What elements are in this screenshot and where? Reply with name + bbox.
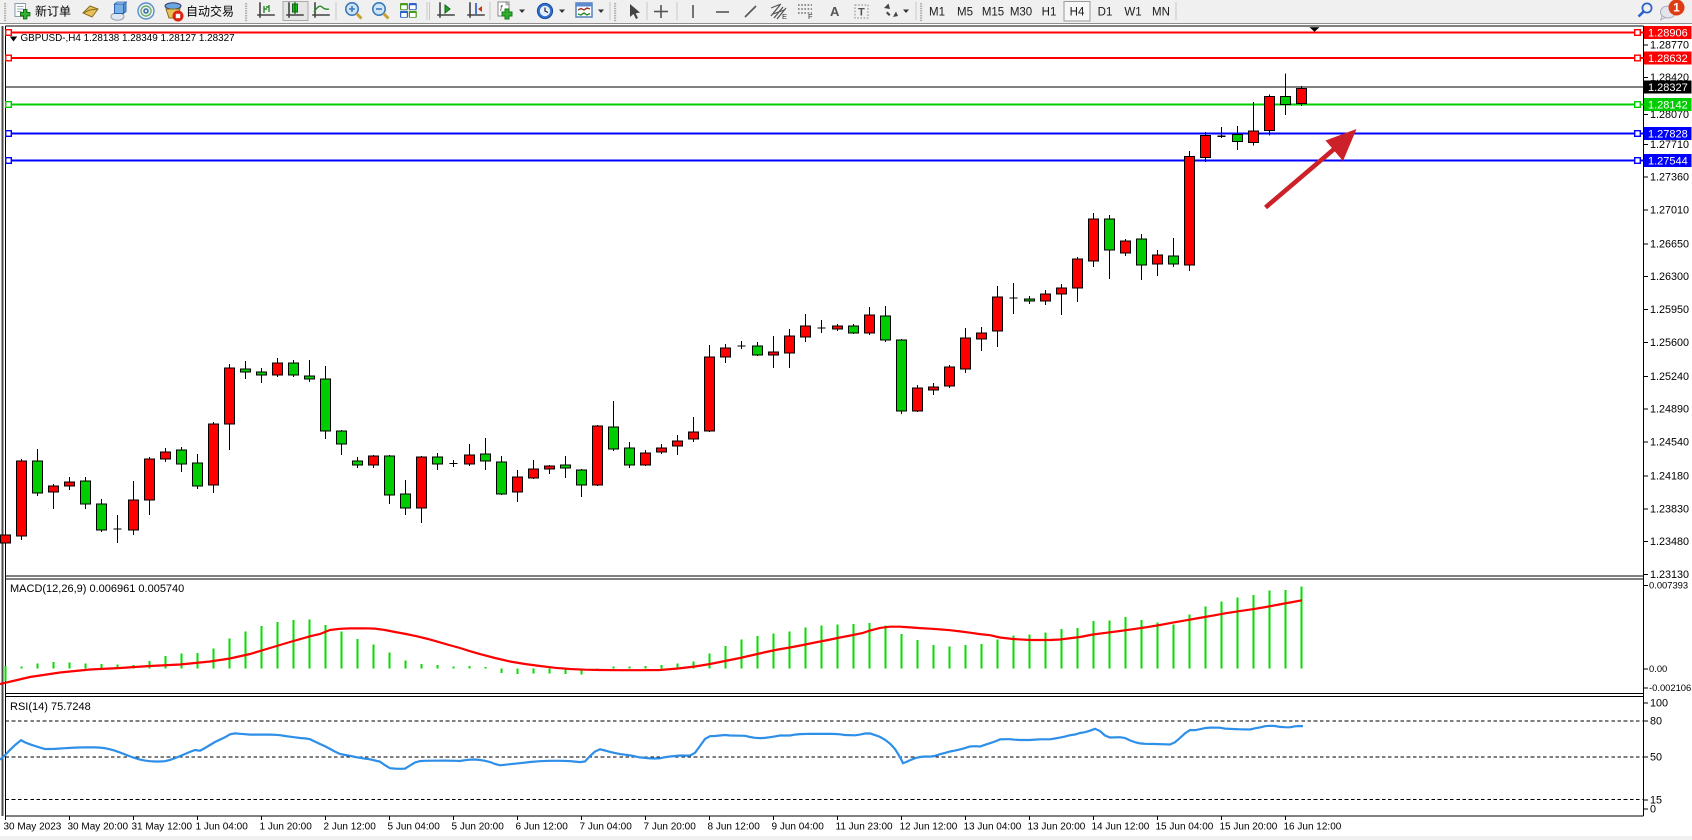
svg-text:15: 15 (1650, 795, 1662, 807)
svg-text:100: 100 (1650, 698, 1668, 710)
svg-text:W1: W1 (1124, 7, 1141, 19)
svg-text:31 May 12:00: 31 May 12:00 (132, 822, 193, 833)
svg-text:1: 1 (1673, 1, 1680, 15)
svg-text:D1: D1 (1098, 7, 1113, 19)
svg-text:13 Jun 20:00: 13 Jun 20:00 (1028, 822, 1086, 833)
svg-text:1.27828: 1.27828 (1648, 128, 1688, 140)
svg-text:自动交易: 自动交易 (186, 4, 234, 19)
svg-text:RSI(14) 75.7248: RSI(14) 75.7248 (10, 701, 91, 713)
svg-text:1.28142: 1.28142 (1648, 99, 1688, 111)
svg-text:H1: H1 (1042, 7, 1057, 19)
svg-text:1.25600: 1.25600 (1650, 337, 1689, 349)
svg-text:13 Jun 04:00: 13 Jun 04:00 (964, 822, 1022, 833)
svg-text:f: f (500, 4, 503, 13)
svg-text:9 Jun 04:00: 9 Jun 04:00 (772, 822, 825, 833)
svg-text:1.27710: 1.27710 (1650, 139, 1689, 151)
svg-text:7 Jun 20:00: 7 Jun 20:00 (644, 822, 697, 833)
svg-text:0.00: 0.00 (1649, 663, 1667, 674)
svg-text:80: 80 (1650, 716, 1662, 728)
svg-text:0: 0 (1650, 804, 1656, 816)
svg-text:15 Jun 20:00: 15 Jun 20:00 (1220, 822, 1278, 833)
svg-text:1.24890: 1.24890 (1650, 404, 1689, 416)
svg-text:6 Jun 12:00: 6 Jun 12:00 (516, 822, 569, 833)
svg-text:1.28770: 1.28770 (1650, 39, 1689, 51)
svg-text:M5: M5 (957, 7, 973, 19)
svg-text:15 Jun 04:00: 15 Jun 04:00 (1156, 822, 1214, 833)
svg-text:1.28070: 1.28070 (1650, 109, 1689, 121)
svg-text:新订单: 新订单 (35, 4, 71, 19)
svg-text:0.007393: 0.007393 (1649, 580, 1688, 591)
svg-text:MACD(12,26,9) 0.006961 0.00574: MACD(12,26,9) 0.006961 0.005740 (10, 583, 184, 595)
svg-text:8 Jun 12:00: 8 Jun 12:00 (708, 822, 761, 833)
svg-text:1.28327: 1.28327 (1648, 82, 1688, 94)
svg-text:1.23480: 1.23480 (1650, 536, 1689, 548)
svg-text:M15: M15 (982, 7, 1004, 19)
svg-text:1.26650: 1.26650 (1650, 238, 1689, 250)
svg-text:7 Jun 04:00: 7 Jun 04:00 (580, 822, 633, 833)
svg-text:1.28632: 1.28632 (1648, 53, 1688, 65)
svg-text:30 May 20:00: 30 May 20:00 (68, 822, 129, 833)
svg-text:-0.002106: -0.002106 (1649, 682, 1691, 693)
svg-text:50: 50 (1650, 752, 1662, 764)
svg-text:1 Jun 20:00: 1 Jun 20:00 (260, 822, 313, 833)
svg-text:5 Jun 20:00: 5 Jun 20:00 (452, 822, 505, 833)
svg-text:A: A (830, 4, 840, 19)
svg-text:1.28906: 1.28906 (1648, 27, 1688, 39)
svg-text:1.26300: 1.26300 (1650, 271, 1689, 283)
svg-text:5 Jun 04:00: 5 Jun 04:00 (388, 822, 441, 833)
svg-text:30 May 2023: 30 May 2023 (4, 822, 62, 833)
svg-text:E: E (782, 12, 787, 21)
svg-text:1.23830: 1.23830 (1650, 503, 1689, 515)
svg-text:2 Jun 12:00: 2 Jun 12:00 (324, 822, 377, 833)
svg-text:1.24540: 1.24540 (1650, 437, 1689, 449)
svg-text:16 Jun 12:00: 16 Jun 12:00 (1284, 822, 1342, 833)
svg-text:H4: H4 (1070, 7, 1085, 19)
svg-text:1.23130: 1.23130 (1650, 569, 1689, 581)
svg-text:MN: MN (1152, 7, 1170, 19)
svg-text:1.25950: 1.25950 (1650, 304, 1689, 316)
svg-text:M1: M1 (929, 7, 945, 19)
svg-text:1 Jun 04:00: 1 Jun 04:00 (196, 822, 249, 833)
svg-text:1.27544: 1.27544 (1648, 155, 1688, 167)
svg-text:12 Jun 12:00: 12 Jun 12:00 (900, 822, 958, 833)
svg-text:1.27010: 1.27010 (1650, 205, 1689, 217)
svg-text:GBPUSD-,H4 1.28138 1.28349 1.: GBPUSD-,H4 1.28138 1.28349 1.28127 1.283… (21, 33, 235, 44)
svg-text:M30: M30 (1010, 7, 1032, 19)
svg-text:14 Jun 12:00: 14 Jun 12:00 (1092, 822, 1150, 833)
svg-text:1.27360: 1.27360 (1650, 172, 1689, 184)
svg-text:1.24180: 1.24180 (1650, 470, 1689, 482)
svg-text:1.25240: 1.25240 (1650, 371, 1689, 383)
svg-text:11 Jun 23:00: 11 Jun 23:00 (836, 822, 894, 833)
svg-text:F: F (808, 12, 813, 21)
svg-text:T: T (858, 7, 865, 19)
